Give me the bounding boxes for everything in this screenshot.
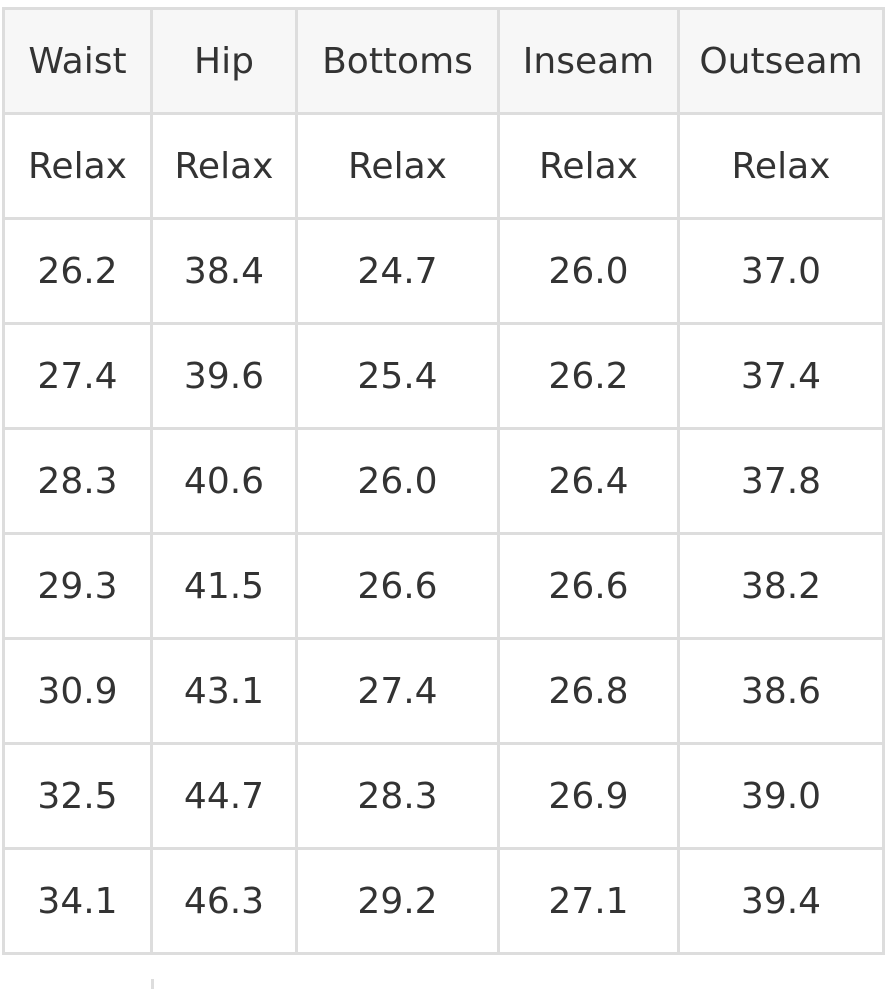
table-cell: 40.6	[150, 427, 298, 535]
subheader-cell: Relax	[677, 112, 885, 220]
table-cell: 34.1	[2, 847, 153, 955]
table-cell: 26.2	[497, 322, 680, 430]
table-cell: 26.4	[497, 427, 680, 535]
table-cell: 38.4	[150, 217, 298, 325]
table-cell: 38.2	[677, 532, 885, 640]
header-outseam: Outseam	[677, 7, 885, 115]
header-bottoms: Bottoms	[295, 7, 500, 115]
table-cell: 26.2	[2, 217, 153, 325]
table-cell: 37.4	[677, 322, 885, 430]
header-waist: Waist	[2, 7, 153, 115]
subheader-cell: Relax	[497, 112, 680, 220]
table-cell: 37.0	[677, 217, 885, 325]
size-chart-table: Waist Hip Bottoms Inseam Outseam Relax R…	[2, 7, 885, 955]
table-cell: 41.5	[150, 532, 298, 640]
table-cell: 32.5	[2, 742, 153, 850]
table-cell: 30.9	[2, 637, 153, 745]
table-cell: 44.7	[150, 742, 298, 850]
table-cell: 26.0	[295, 427, 500, 535]
header-row: Waist Hip Bottoms Inseam Outseam	[2, 7, 885, 115]
table-header: Waist Hip Bottoms Inseam Outseam	[2, 7, 885, 115]
table-cell: 29.3	[2, 532, 153, 640]
table-cell: 28.3	[295, 742, 500, 850]
table-cell: 26.6	[497, 532, 680, 640]
table-cell: 27.1	[497, 847, 680, 955]
table-cell: 38.6	[677, 637, 885, 745]
table-cell: 39.0	[677, 742, 885, 850]
table-cell: 28.3	[2, 427, 153, 535]
table-cell: 39.6	[150, 322, 298, 430]
subheader-cell: Relax	[2, 112, 153, 220]
table-row: 26.2 38.4 24.7 26.0 37.0	[2, 217, 885, 325]
table-cell: 37.8	[677, 427, 885, 535]
table-body: Relax Relax Relax Relax Relax 26.2 38.4 …	[2, 112, 885, 955]
table-row: 32.5 44.7 28.3 26.9 39.0	[2, 742, 885, 850]
table-cell: 24.7	[295, 217, 500, 325]
table-cell: 29.2	[295, 847, 500, 955]
table-cell: 26.6	[295, 532, 500, 640]
table-cell: 26.8	[497, 637, 680, 745]
table-row: 28.3 40.6 26.0 26.4 37.8	[2, 427, 885, 535]
table-cell: 26.9	[497, 742, 680, 850]
table-row: 29.3 41.5 26.6 26.6 38.2	[2, 532, 885, 640]
subheader-row: Relax Relax Relax Relax Relax	[2, 112, 885, 220]
subheader-cell: Relax	[295, 112, 500, 220]
table-row: 30.9 43.1 27.4 26.8 38.6	[2, 637, 885, 745]
header-inseam: Inseam	[497, 7, 680, 115]
table-row: 34.1 46.3 29.2 27.1 39.4	[2, 847, 885, 955]
subheader-cell: Relax	[150, 112, 298, 220]
table-cell: 25.4	[295, 322, 500, 430]
table-cell: 46.3	[150, 847, 298, 955]
table-cell: 27.4	[2, 322, 153, 430]
table-cell: 26.0	[497, 217, 680, 325]
table-cell: 39.4	[677, 847, 885, 955]
table-continuation-divider	[151, 979, 154, 989]
table-row: 27.4 39.6 25.4 26.2 37.4	[2, 322, 885, 430]
table-cell: 43.1	[150, 637, 298, 745]
header-hip: Hip	[150, 7, 298, 115]
table-cell: 27.4	[295, 637, 500, 745]
